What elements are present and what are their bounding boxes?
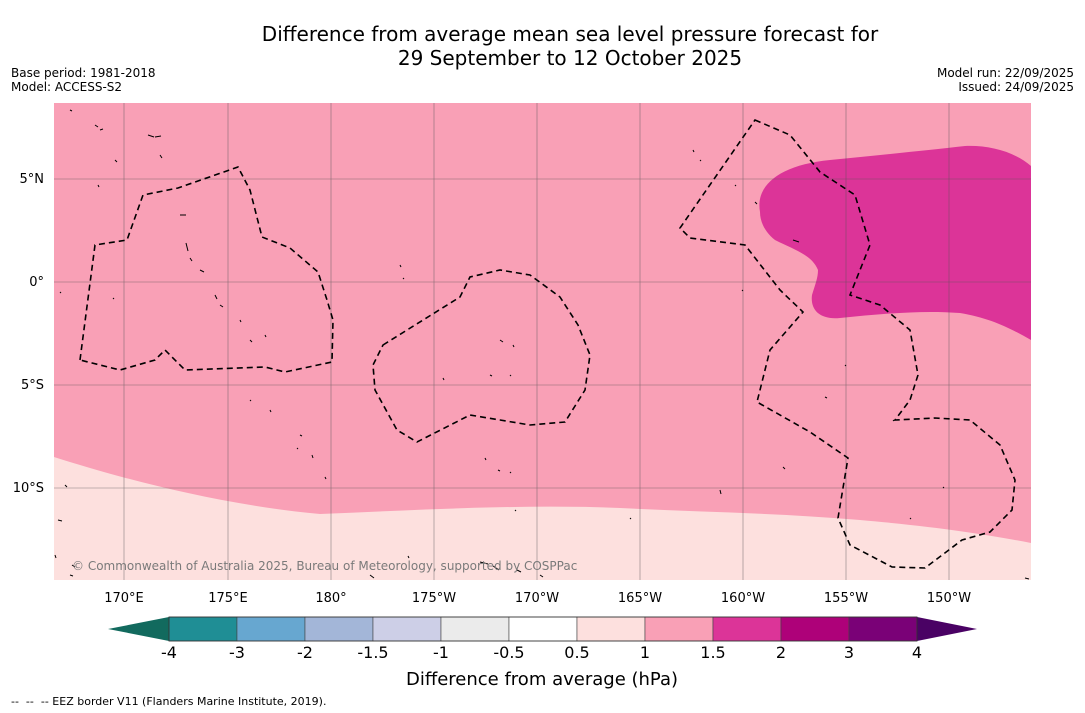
colorbar-bin	[372, 616, 442, 642]
colorbar-tick-labels: -4 -3 -2 -1.5 -1 -0.5 0.5 1 1.5 2 3 4	[161, 643, 922, 662]
model-run: Model run: 22/09/2025	[936, 66, 1074, 80]
lon-label-165w: 165°W	[618, 591, 662, 606]
cb-tick-label: -0.5	[493, 643, 524, 662]
copyright-text: © Commonwealth of Australia 2025, Bureau…	[72, 559, 577, 573]
lat-label-0: 0°	[29, 275, 44, 290]
cb-tick-label: 3	[844, 643, 854, 662]
colorbar-bin	[168, 616, 238, 642]
lon-label-155w: 155°W	[824, 591, 868, 606]
region-0.5-to-1	[54, 457, 1031, 580]
base-period: Base period: 1981-2018	[11, 66, 156, 80]
colorbar-bins	[168, 616, 918, 642]
colorbar-bin	[440, 616, 510, 642]
colorbar-bin	[304, 616, 374, 642]
colorbar-bin	[508, 616, 578, 642]
colorbar-bin	[644, 616, 714, 642]
region-1.5-to-2	[759, 145, 1031, 340]
title-line-2: 29 September to 12 October 2025	[397, 46, 743, 70]
lon-label-175w: 175°W	[412, 591, 456, 606]
lat-labels: 5°N 0° 5°S 10°S	[13, 172, 44, 496]
cb-tick-label: -4	[161, 643, 177, 662]
colorbar-outline	[168, 616, 918, 642]
cb-tick-label: 2	[776, 643, 786, 662]
gridlines	[54, 103, 1031, 580]
meta-left: Base period: 1981-2018 Model: ACCESS-S2	[11, 66, 156, 94]
colorbar-bin	[712, 616, 782, 642]
colorbar-under-arrow	[108, 617, 169, 641]
colorbar-bin	[780, 616, 850, 642]
lon-label-170w: 170°W	[515, 591, 559, 606]
meta-right: Model run: 22/09/2025 Issued: 24/09/2025	[937, 66, 1074, 94]
title-line-1: Difference from average mean sea level p…	[261, 22, 879, 46]
lon-label-170e: 170°E	[104, 591, 144, 606]
cb-tick-label: 1	[640, 643, 650, 662]
chart-title: Difference from average mean sea level p…	[0, 22, 1085, 70]
colorbar-over-arrow	[917, 617, 977, 641]
lon-label-160w: 160°W	[721, 591, 765, 606]
eez-borders	[79, 119, 1016, 569]
cb-tick-label: -3	[229, 643, 245, 662]
islands	[54, 109, 1030, 580]
lat-label-10s: 10°S	[13, 481, 44, 496]
cb-tick-label: -1	[433, 643, 449, 662]
cb-tick-label: -1.5	[357, 643, 388, 662]
colorbar-bin	[236, 616, 306, 642]
eez-tuvalu-kiribati-west	[79, 166, 334, 373]
colorbar-bin	[848, 616, 918, 642]
eez-footnote: -- -- -- EEZ border V11 (Flanders Marine…	[11, 695, 327, 708]
colorbar: -4 -3 -2 -1.5 -1 -0.5 0.5 1 1.5 2 3 4 Di…	[108, 616, 977, 690]
eez-line-islands	[678, 119, 1016, 569]
cb-tick-label: 0.5	[564, 643, 589, 662]
lon-labels: 170°E 175°E 180° 175°W 170°W 165°W 160°W…	[104, 591, 971, 606]
cb-tick-label: -2	[297, 643, 313, 662]
map-area: © Commonwealth of Australia 2025, Bureau…	[54, 103, 1031, 580]
colorbar-title: Difference from average (hPa)	[406, 669, 678, 690]
lat-label-5s: 5°S	[21, 378, 44, 393]
eez-phoenix	[372, 269, 591, 443]
lon-label-175e: 175°E	[208, 591, 248, 606]
lon-label-150w: 150°W	[927, 591, 971, 606]
model-name: Model: ACCESS-S2	[11, 80, 123, 94]
cb-tick-label: 1.5	[700, 643, 725, 662]
lon-label-180: 180°	[315, 591, 346, 606]
colorbar-bin	[576, 616, 646, 642]
issued-date: Issued: 24/09/2025	[958, 80, 1074, 94]
cb-tick-label: 4	[912, 643, 922, 662]
lat-label-5n: 5°N	[20, 172, 45, 187]
